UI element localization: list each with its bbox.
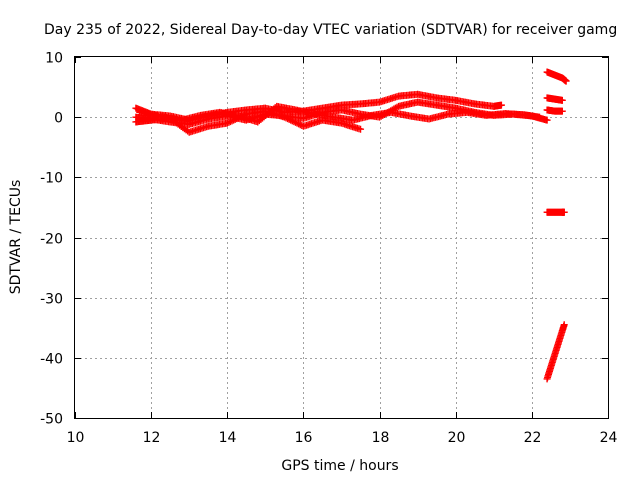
x-tick-label: 22	[524, 430, 542, 446]
data-point	[562, 77, 570, 85]
y-tick-label: 10	[45, 51, 63, 67]
data-point	[280, 113, 288, 121]
data-point	[543, 116, 551, 124]
x-tick-label: 20	[448, 430, 466, 446]
data-point	[284, 115, 292, 123]
y-tick-label: -40	[40, 352, 63, 368]
data-point	[290, 118, 298, 126]
data-point	[271, 104, 279, 112]
data-point	[296, 121, 304, 129]
data-point	[285, 115, 293, 123]
data-point	[282, 114, 290, 122]
x-tick-label: 24	[600, 430, 618, 446]
data-point	[288, 117, 296, 125]
y-axis: 10 0 -10 -20 -30 -40 -50	[40, 51, 608, 428]
y-tick-label: -20	[40, 232, 63, 248]
x-tick-label: 12	[143, 430, 161, 446]
y-axis-label: SDTVAR / TECUs	[8, 180, 24, 295]
series-track-7	[543, 106, 566, 115]
series-track-9	[543, 321, 568, 383]
data-point	[287, 116, 295, 124]
x-tick-label: 14	[219, 430, 237, 446]
data-point	[225, 118, 233, 126]
y-tick-label: -30	[40, 292, 63, 308]
y-tick-label: -10	[40, 171, 63, 187]
data-point	[226, 118, 234, 126]
data-point	[357, 125, 365, 133]
data-point	[291, 118, 299, 126]
data-points	[132, 68, 570, 383]
plot-frame	[74, 56, 609, 419]
data-point	[295, 120, 303, 128]
data-point	[393, 103, 401, 111]
series-track-8	[543, 208, 568, 216]
x-tick-label: 18	[372, 430, 390, 446]
x-axis-label: GPS time / hours	[281, 458, 398, 474]
series-track-6	[543, 94, 566, 104]
data-point	[560, 321, 568, 329]
data-point	[497, 101, 505, 109]
data-point	[223, 119, 231, 127]
data-point	[293, 119, 301, 127]
data-point	[558, 107, 566, 115]
series-track-5	[543, 68, 570, 85]
chart-title: Day 235 of 2022, Sidereal Day-to-day VTE…	[44, 22, 617, 38]
x-tick-label: 16	[295, 430, 313, 446]
y-tick-label: 0	[54, 111, 63, 127]
x-tick-label: 10	[67, 430, 85, 446]
x-axis: 10 12 14 16 18 20 22 24	[67, 57, 618, 446]
series-track-4	[136, 102, 543, 126]
data-point	[228, 117, 236, 125]
data-point	[558, 96, 566, 104]
data-point	[535, 113, 543, 121]
y-tick-label: -50	[40, 412, 63, 428]
data-point	[560, 208, 568, 216]
